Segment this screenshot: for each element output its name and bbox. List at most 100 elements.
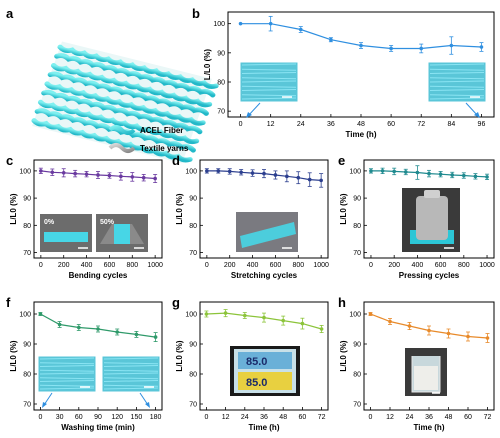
glow-line	[103, 372, 159, 375]
data-point	[392, 169, 396, 174]
glow-line	[39, 387, 95, 390]
x-tick-label: 0	[205, 262, 209, 269]
glow-line	[241, 94, 297, 97]
data-point	[403, 170, 408, 174]
arrow-head	[474, 112, 480, 118]
y-axis-label: L/L0 (%)	[203, 49, 212, 80]
textile-yarn-strand	[128, 64, 163, 153]
data-point	[50, 170, 55, 175]
data-point	[57, 322, 62, 327]
data-point	[285, 174, 289, 179]
y-tick-label: 80	[353, 372, 361, 379]
inset-g-humidity-meter: 85.0 85.0	[230, 346, 300, 396]
fiber-legend-icon	[108, 125, 136, 135]
x-tick-label: 1000	[479, 262, 495, 269]
series-line	[40, 313, 156, 338]
y-tick-label: 100	[349, 168, 361, 175]
yarn-legend-icon	[108, 143, 136, 153]
chart-h: 70 80 90 100 0 12 24 36 48 60 72 Time (h) L/L0 (%)	[339, 301, 495, 432]
panel-label-b: b	[192, 6, 200, 21]
x-tick-label: 200	[388, 262, 400, 269]
meter-readout-bottom: 85.0	[246, 377, 267, 389]
y-tick-label: 80	[23, 372, 31, 379]
glow-line	[429, 89, 485, 91]
glow-line	[429, 72, 485, 74]
x-tick-label: 200	[58, 262, 70, 269]
data-point	[462, 173, 466, 178]
x-tick-label: 800	[458, 262, 470, 269]
chart-g: 70 80 90 100 0 12 24 36 48 60 72 Time (h) L/L0 (%)	[175, 301, 329, 432]
glow-line	[39, 369, 95, 372]
textile-yarn-strand	[47, 43, 82, 133]
data-point	[300, 321, 305, 326]
y-tick-label: 100	[349, 312, 361, 319]
x-tick-label: 48	[357, 121, 365, 128]
data-point	[273, 173, 278, 177]
arrow-head	[246, 112, 252, 118]
x-tick-label: 0	[38, 414, 42, 421]
y-tick-label: 80	[23, 223, 31, 230]
glow-line	[39, 380, 95, 382]
weight-handle	[424, 190, 440, 198]
data-point	[107, 173, 112, 178]
textile-yarn-strand	[93, 55, 128, 144]
inset-c-bent: 50%	[96, 214, 148, 252]
glow-line	[241, 80, 297, 83]
x-tick-label: 400	[81, 262, 93, 269]
x-axis-label: Time (h)	[414, 423, 445, 432]
x-tick-label: 12	[267, 121, 275, 128]
x-tick-label: 0	[369, 414, 373, 421]
x-tick-label: 48	[445, 414, 453, 421]
x-tick-label: 24	[297, 121, 305, 128]
fiber-texture-0h	[241, 63, 297, 100]
y-tick-label: 70	[353, 402, 361, 409]
x-tick-label: 120	[111, 414, 123, 421]
data-point	[238, 21, 243, 26]
x-axis-label: Washing time (min)	[61, 423, 135, 432]
data-point	[216, 169, 221, 173]
y-tick-label: 90	[353, 196, 361, 203]
x-tick-label: 0	[39, 262, 43, 269]
glow-line	[103, 384, 159, 387]
data-point	[268, 21, 273, 26]
data-point	[73, 171, 77, 176]
x-tick-label: 400	[412, 262, 424, 269]
data-point	[243, 313, 247, 318]
fiber-texture-0min	[39, 357, 95, 390]
x-tick-label: 60	[464, 414, 472, 421]
textile-yarn-strand	[139, 66, 174, 156]
y-tick-label: 90	[189, 342, 197, 349]
glow-line	[39, 362, 95, 365]
x-tick-label: 0	[239, 121, 243, 128]
data-point	[281, 318, 286, 323]
data-point	[307, 177, 312, 182]
textile-yarn-strand	[59, 46, 94, 136]
data-point	[329, 37, 333, 42]
y-axis-label: L/L0 (%)	[175, 340, 184, 371]
data-point	[473, 174, 478, 179]
meter-readout-top: 85.0	[246, 356, 267, 368]
fiber-glow-flat	[44, 232, 88, 242]
data-point	[239, 170, 243, 175]
x-tick-label: 48	[279, 414, 287, 421]
x-tick-label: 1000	[313, 262, 329, 269]
arrow-to-180min	[139, 392, 149, 406]
y-tick-label: 90	[23, 342, 31, 349]
data-point	[115, 330, 119, 334]
glow-line	[103, 357, 159, 360]
x-tick-label: 12	[222, 414, 230, 421]
inset-f-left	[37, 355, 97, 408]
glow-line	[241, 85, 297, 88]
inset-f-right	[101, 355, 161, 408]
glow-line	[39, 384, 95, 387]
x-axis-label: Time (h)	[249, 423, 280, 432]
data-point	[227, 169, 232, 174]
x-tick-label: 1000	[147, 262, 163, 269]
glow-line	[241, 68, 297, 71]
x-tick-label: 12	[386, 414, 394, 421]
data-point	[388, 319, 392, 324]
data-point	[250, 171, 255, 175]
glow-line	[39, 372, 95, 375]
